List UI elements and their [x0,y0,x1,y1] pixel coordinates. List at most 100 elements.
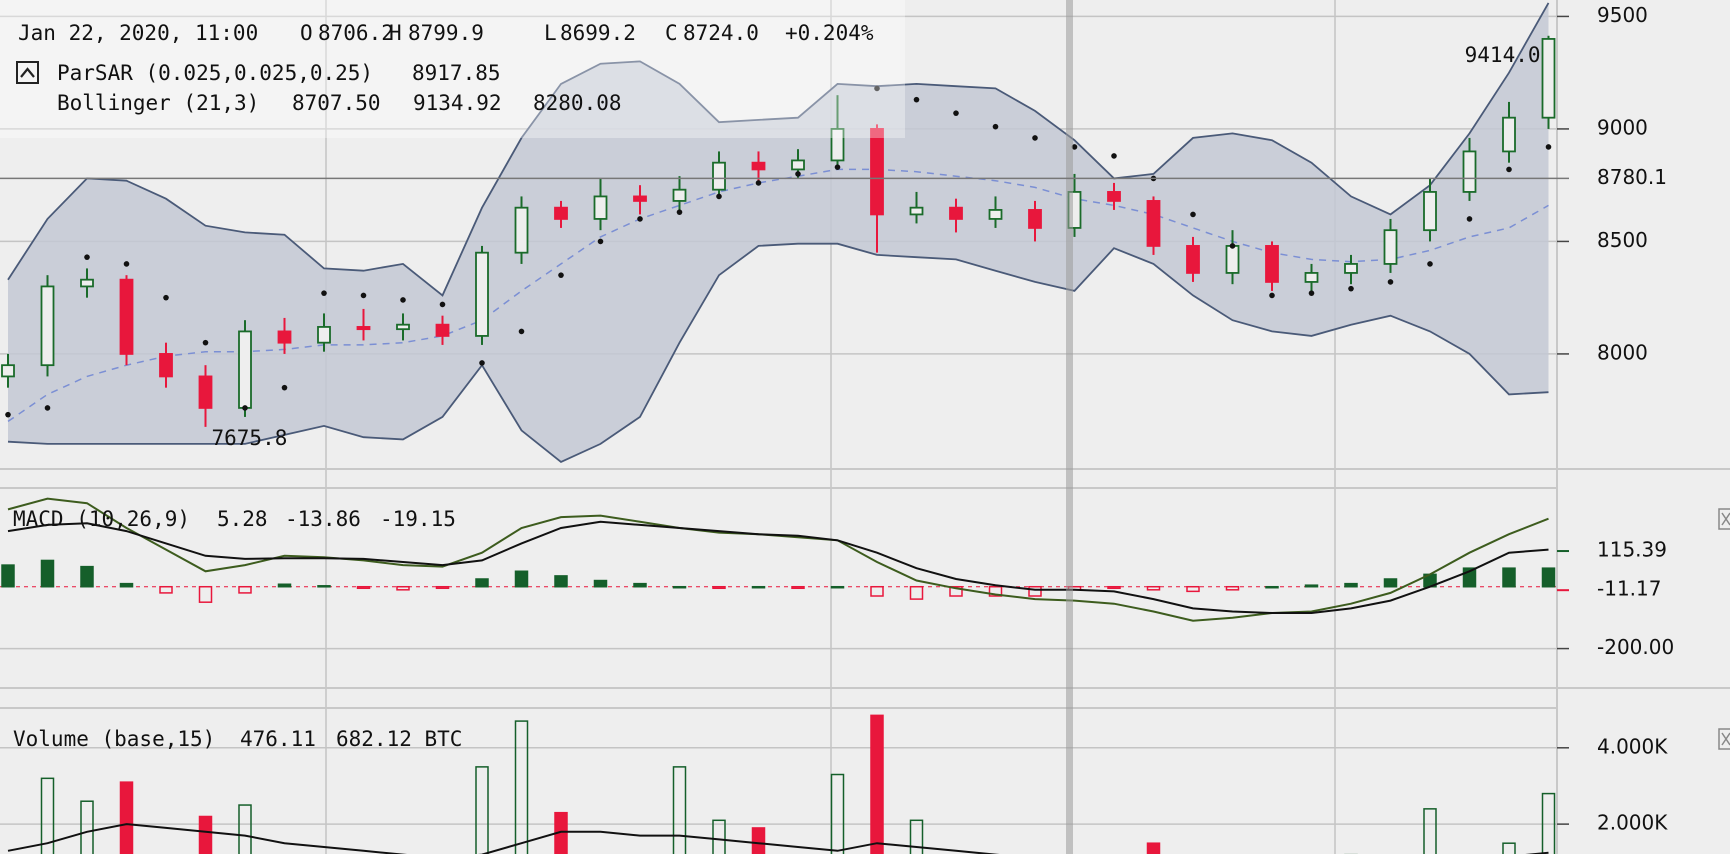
volume-bar [712,819,726,854]
volume-bar [751,827,766,854]
candle-body [1186,245,1200,274]
volume-bar [80,800,94,854]
legend-value: 682.12 BTC [336,727,462,751]
histogram-bar [1344,582,1358,588]
price-legend: ParSAR (0.025,0.025,0.25) 8917.85 Bollin… [57,61,622,115]
sar-dot [992,123,999,130]
crosshair-vertical [1066,0,1073,854]
candle-body [870,128,884,216]
badge-label: 115.39 [1597,538,1667,562]
sar-dot [1308,290,1315,296]
histogram-bar [159,585,173,594]
change: +0.204% [785,21,874,45]
sar-dot [163,294,169,301]
sar-dot [321,290,327,296]
axis: 8000 8500 9000 9500 -200.00 2.000K 4.000K 8780.… [1557,3,1674,835]
histogram-bar [870,585,884,597]
sar-dot [874,85,880,92]
volume-bar [672,766,687,854]
sar-dot [1427,261,1433,267]
candle-body [475,251,489,337]
macd-legend: MACD (10,26,9) 5.28 -13.86 -19.15 [13,507,456,531]
volume-bar [198,815,213,854]
sar-dot [953,110,959,116]
volume-bar [119,781,134,854]
histogram-bar [830,585,845,589]
volume-bar [238,804,252,854]
sar-dot [360,292,367,299]
histogram-bar [80,565,94,588]
sar-dot [1190,211,1196,218]
collapse-button[interactable] [16,61,39,84]
sar-dot [676,209,683,215]
candle-body [198,375,213,409]
candle-body [1344,263,1358,274]
low-label: L [544,21,557,45]
sar-dot [1229,243,1236,249]
histogram-bar [475,578,489,588]
high-label: H [389,21,402,45]
candle-body [396,323,410,331]
legend-value: 5.28 [217,507,268,531]
candle-body [633,195,647,202]
histogram-bar [1502,567,1516,588]
price-panel [1,2,1556,463]
legend-name: MACD (10,26,9) [13,507,190,531]
histogram-bar [1107,585,1121,590]
volume-bar [1502,842,1516,854]
sar-dot [1506,166,1512,173]
legend-value: 8917.85 [412,61,501,85]
sar-dot [242,405,248,411]
sar-dot [5,411,11,418]
volume-bar [554,811,568,854]
macd-panel [0,497,1557,622]
histogram-bar [317,585,331,588]
volume-bar [1146,842,1161,854]
histogram-bar [712,585,726,590]
histogram-bar [1,564,15,588]
candle-body [751,161,766,171]
sar-dot [1269,292,1275,299]
sar-dot [597,238,604,245]
candle-body [1107,191,1121,202]
date: Jan 22, 2020, 11:00 [18,21,258,45]
histogram-bar [988,585,1003,597]
legend-value: -19.15 [380,507,456,531]
sar-dot [123,261,130,267]
candle-body [1502,116,1516,153]
histogram-bar [633,582,647,588]
volume-bar [514,720,529,854]
candle-body [1462,150,1477,193]
candle-body [1146,200,1161,247]
volume-ma [7,823,1549,854]
candle-body [159,353,173,378]
histogram-bar [1265,585,1279,589]
band-fill [8,2,1549,462]
candle-body [1265,245,1279,283]
y-tick-label: 9500 [1597,3,1648,27]
sar-dot [913,96,920,103]
candle-body [277,330,292,344]
sar-dot [637,216,643,222]
histogram-bar [1304,584,1319,588]
low: 8699.2 [560,21,636,45]
candle-body [1541,38,1556,119]
histogram-bar [40,559,55,588]
sar-dot [1348,285,1354,292]
volume-bar [870,714,884,854]
histogram-bar [356,585,371,590]
close-button[interactable] [1718,508,1730,530]
histogram-bar [277,583,292,588]
candle-body [1028,209,1042,229]
close-button[interactable] [1718,728,1730,750]
sar-dot [44,405,51,411]
sar-dot [202,339,209,346]
volume-legend: Volume (base,15) 476.11 682.12 BTC [13,727,462,751]
histogram-bar [1541,567,1556,588]
y-tick-label: 8500 [1597,228,1648,252]
candle-body [40,285,55,367]
candle-body [1383,229,1398,265]
open-label: O [300,21,313,45]
candle-body [593,195,608,220]
